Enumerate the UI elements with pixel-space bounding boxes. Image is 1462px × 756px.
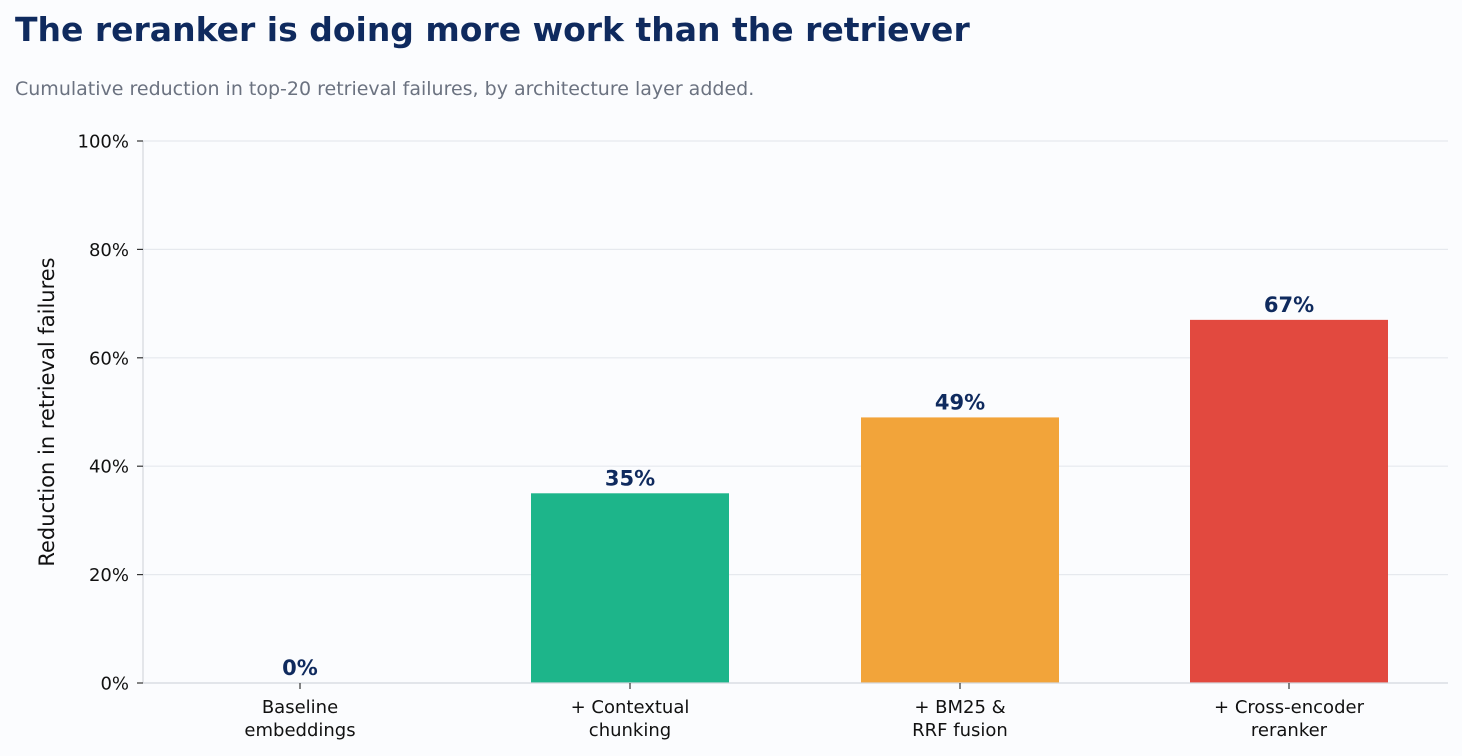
bar — [531, 493, 729, 683]
bar-value-label: 0% — [282, 656, 318, 680]
bar — [861, 417, 1059, 683]
y-axis-label: Reduction in retrieval failures — [35, 257, 59, 566]
bar-value-label: 35% — [605, 466, 655, 490]
x-tick-label: + BM25 & RRF fusion — [912, 697, 1008, 741]
y-ticks: 0% 20% 40% 60% 80% 100% — [78, 132, 143, 695]
x-ticks: Baseline embeddings + Contextual chunking + … — [244, 683, 1365, 741]
y-tick-label: 0% — [100, 674, 129, 695]
bar-value-label: 67% — [1264, 293, 1314, 317]
x-tick-label: + Contextual chunking — [571, 697, 690, 741]
x-tick-label: + Cross-encoder reranker — [1214, 697, 1365, 741]
y-tick-label: 80% — [89, 240, 129, 261]
chart-title: The reranker is doing more work than the… — [15, 10, 970, 49]
y-tick-label: 100% — [78, 132, 129, 153]
bar-value-label: 49% — [935, 390, 985, 414]
bars — [531, 319, 1388, 683]
chart-subtitle: Cumulative reduction in top-20 retrieval… — [15, 78, 755, 100]
x-tick-label: Baseline embeddings — [244, 697, 355, 741]
axes — [142, 141, 1448, 684]
data-labels: 0% 35% 49% 67% — [282, 293, 1314, 680]
y-tick-label: 20% — [89, 565, 129, 586]
y-tick-label: 60% — [89, 348, 129, 369]
bar — [1190, 319, 1388, 683]
y-tick-label: 40% — [89, 457, 129, 478]
